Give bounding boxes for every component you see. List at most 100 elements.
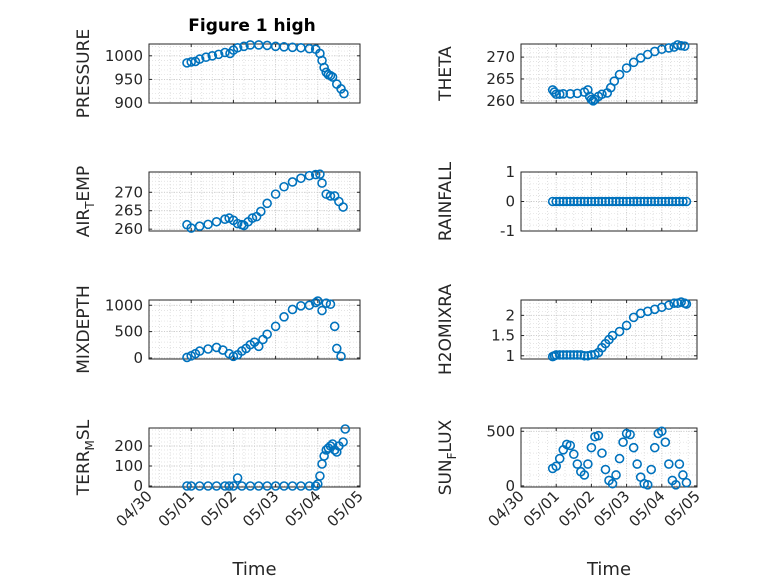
data-point: [621, 63, 632, 73]
data-point: [568, 196, 579, 207]
data-point: [618, 196, 628, 207]
data-point: [628, 57, 639, 68]
data-point: [551, 89, 562, 100]
data-point: [317, 178, 327, 188]
data-point: [186, 223, 196, 233]
data-point: [632, 459, 642, 469]
data-point: [338, 202, 348, 212]
data-point: [625, 429, 635, 440]
data-point: [331, 343, 342, 354]
data-point: [607, 196, 618, 207]
data-point: [338, 437, 348, 447]
data-point: [336, 351, 346, 362]
y-tick-label: 260: [486, 92, 515, 110]
y-tick-label: 270: [486, 48, 515, 66]
data-point: [669, 298, 679, 309]
y-tick-label: 0: [505, 193, 515, 211]
data-point: [549, 87, 560, 97]
y-tick-label: 0: [133, 477, 143, 495]
y-axis-label: THETA: [436, 46, 456, 102]
data-point: [565, 196, 576, 207]
data-point: [656, 426, 667, 437]
subplot-4: -1 0 1 RAINFALL: [436, 161, 698, 241]
x-axis-label: Time: [586, 559, 631, 580]
data-point: [315, 169, 325, 180]
data-point: [679, 41, 690, 51]
data-point: [310, 169, 321, 180]
data-point: [572, 459, 583, 469]
y-tick-label: 1: [505, 163, 515, 181]
y-axis-label: SUNFLUX: [436, 419, 459, 495]
data-point: [568, 449, 579, 460]
data-point: [614, 326, 625, 337]
data-point: [604, 196, 614, 207]
data-point: [551, 350, 562, 360]
y-tick-label: 270: [114, 183, 143, 201]
data-point: [600, 196, 611, 207]
data-point: [664, 43, 674, 53]
y-tick-label: 1000: [105, 296, 143, 314]
y-tick-label: 950: [114, 70, 143, 88]
data-series: [182, 296, 346, 363]
data-point: [232, 218, 243, 229]
data-point: [224, 481, 234, 491]
data-point: [247, 213, 258, 223]
data-point: [340, 424, 351, 434]
y-tick-label: 0: [133, 349, 143, 367]
data-point: [664, 300, 674, 311]
data-point: [664, 459, 674, 469]
data-point: [558, 89, 569, 99]
data-point: [256, 206, 266, 217]
data-point: [194, 346, 205, 356]
data-point: [660, 437, 671, 448]
data-point: [270, 321, 281, 332]
data-point: [579, 196, 590, 207]
data-point: [565, 89, 576, 99]
data-point: [621, 320, 632, 331]
data-point: [593, 430, 604, 441]
data-point: [586, 196, 597, 207]
data-point: [656, 196, 667, 207]
data-point: [678, 470, 688, 480]
y-axis-label: H2OMIXRA: [436, 284, 456, 375]
data-point: [628, 196, 639, 207]
data-point: [579, 470, 590, 480]
data-point: [325, 191, 336, 201]
data-point: [558, 196, 569, 207]
data-point: [220, 47, 230, 58]
y-tick-label: 100: [114, 457, 143, 475]
data-point: [653, 196, 664, 207]
data-point: [211, 216, 222, 227]
data-point: [607, 330, 618, 341]
data-point: [614, 196, 625, 207]
data-point: [304, 170, 315, 181]
data-point: [327, 439, 338, 449]
data-point: [639, 196, 650, 207]
y-tick-label: 265: [486, 70, 515, 88]
data-point: [312, 296, 323, 306]
y-tick-label: 1000: [105, 47, 143, 65]
data-point: [270, 189, 281, 199]
data-point: [609, 76, 620, 86]
data-point: [551, 196, 562, 207]
data-point: [304, 43, 315, 54]
data-point: [607, 478, 618, 489]
y-tick-label: 500: [486, 422, 515, 440]
x-axis-label: Time: [231, 559, 276, 580]
data-point: [262, 329, 272, 340]
axes-box: [148, 299, 361, 360]
data-point: [583, 85, 593, 95]
axes-box: [520, 299, 698, 360]
data-point: [593, 196, 604, 207]
data-point: [279, 312, 289, 322]
data-point: [611, 470, 621, 480]
data-point: [203, 219, 213, 230]
data-point: [614, 453, 625, 464]
data-point: [590, 196, 600, 207]
data-point: [671, 196, 681, 207]
subplot-2: 260 265 270 THETA: [436, 40, 698, 110]
data-series: [547, 40, 690, 106]
data-point: [628, 442, 639, 453]
data-point: [649, 442, 660, 453]
